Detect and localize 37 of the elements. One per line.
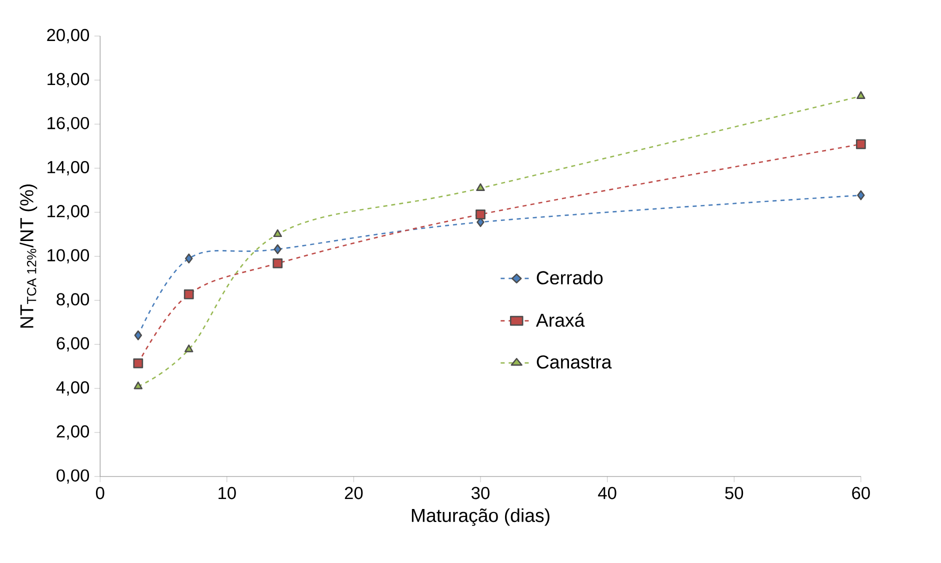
y-tick-label: 8,00 <box>56 293 90 308</box>
legend-label: Canastra <box>536 355 612 368</box>
y-tick-label: 2,00 <box>56 425 90 440</box>
point <box>274 244 282 254</box>
y-axis-title: NT$_{TCA 12%}$/NT (%) <box>20 184 38 328</box>
point <box>134 381 143 390</box>
point <box>184 289 194 300</box>
point <box>476 183 485 191</box>
point <box>133 358 144 368</box>
point <box>476 209 486 220</box>
point <box>272 258 283 268</box>
y-tick-label: 14,00 <box>48 160 90 176</box>
y-tick-label: 12,00 <box>48 204 90 220</box>
x-tick-label: 60 <box>852 486 870 500</box>
x-tick-label: 0 <box>96 486 104 500</box>
x-tick-label: 20 <box>344 486 363 500</box>
y-tick-label: 20,00 <box>47 28 90 44</box>
x-tick-label: 10 <box>218 486 236 500</box>
point <box>184 344 194 352</box>
point <box>134 330 142 340</box>
x-tick-label: 50 <box>725 486 744 500</box>
legend-label: Cerrado <box>536 270 603 284</box>
y-tick-label: 6,00 <box>56 337 90 352</box>
point <box>857 190 865 200</box>
point <box>185 253 193 264</box>
y-tick-label: 0,00 <box>56 469 90 484</box>
y-tick-label: 10,00 <box>48 248 90 264</box>
x-axis-title: Maturação (dias) <box>412 508 550 526</box>
point <box>856 139 866 149</box>
legend-label: Araxá <box>536 312 585 327</box>
x-tick-label: 30 <box>472 486 490 500</box>
y-tick-label: 18,00 <box>48 72 90 88</box>
point <box>273 229 282 237</box>
x-tick-label: 40 <box>598 486 616 500</box>
point <box>856 91 866 99</box>
y-tick-label: 16,00 <box>48 116 90 132</box>
y-tick-label: 4,00 <box>56 381 90 396</box>
